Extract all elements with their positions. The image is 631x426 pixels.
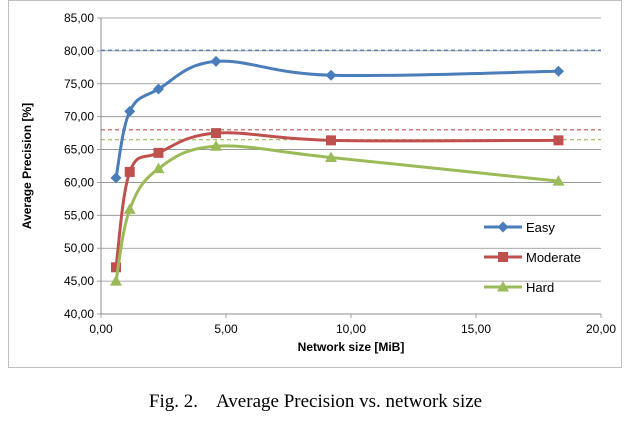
data-point-easy: [110, 172, 122, 184]
data-point-moderate: [553, 135, 564, 146]
caption-label: Fig. 2.: [148, 391, 198, 412]
data-point-easy: [325, 69, 337, 81]
tick-labels: 40,00 45,00 50,00 55,00 60,00 65,00 70,00 75,00…: [64, 11, 616, 336]
chart-frame: [8, 0, 622, 368]
data-point-moderate: [124, 166, 135, 177]
series-group: [110, 55, 565, 286]
y-tick-label: 80,00: [64, 44, 94, 58]
data-point-hard: [552, 175, 565, 186]
line-chart: 40,00 45,00 50,00 55,00 60,00 65,00 70,00 75,00…: [20, 11, 616, 354]
data-point-easy: [553, 65, 564, 77]
x-tick-label: 10,00: [336, 322, 366, 336]
legend-marker-moderate: [498, 252, 508, 262]
figure-caption: Fig. 2. Average Precision vs. network siz…: [0, 391, 631, 413]
data-point-hard: [325, 151, 337, 162]
caption-text: Average Precision vs. network size: [216, 391, 483, 412]
axes: [97, 17, 602, 318]
x-tick-label: 20,00: [586, 322, 616, 336]
y-tick-label: 60,00: [64, 175, 94, 189]
data-point-moderate: [326, 135, 336, 146]
data-point-moderate: [111, 262, 121, 273]
y-tick-label: 70,00: [64, 110, 94, 124]
legend-label-hard: Hard: [526, 280, 554, 295]
data-point-hard: [110, 275, 122, 286]
x-tick-label: 5,00: [214, 322, 238, 336]
series-line-easy: [114, 59, 559, 179]
y-tick-label: 40,00: [64, 307, 94, 321]
y-tick-label: 45,00: [64, 274, 94, 288]
legend-marker-hard: [497, 281, 509, 292]
y-tick-label: 75,00: [64, 77, 94, 91]
data-point-moderate: [211, 128, 221, 139]
series-line-hard: [114, 144, 559, 282]
data-point-easy: [210, 55, 222, 67]
y-tick-label: 85,00: [64, 11, 94, 25]
reference-lines: [101, 49, 601, 141]
legend-marker-easy: [497, 221, 509, 233]
legend-label-easy: Easy: [526, 220, 555, 235]
x-axis-title: Network size [MiB]: [298, 340, 405, 354]
data-point-easy: [153, 83, 164, 95]
data-point-hard: [210, 140, 222, 151]
y-tick-label: 65,00: [64, 143, 94, 157]
x-tick-label: 0,00: [89, 322, 113, 336]
data-point-hard: [123, 203, 136, 214]
data-point-easy: [124, 105, 136, 117]
legend-label-moderate: Moderate: [526, 250, 581, 265]
legend: Easy Moderate Hard: [484, 220, 581, 295]
y-axis-title: Average Precision [%]: [20, 103, 34, 229]
gridlines: [101, 17, 601, 282]
y-tick-label: 50,00: [64, 241, 94, 255]
data-point-moderate: [153, 147, 164, 158]
data-point-hard: [152, 162, 165, 174]
x-tick-label: 15,00: [461, 322, 491, 336]
y-tick-label: 55,00: [64, 208, 94, 222]
